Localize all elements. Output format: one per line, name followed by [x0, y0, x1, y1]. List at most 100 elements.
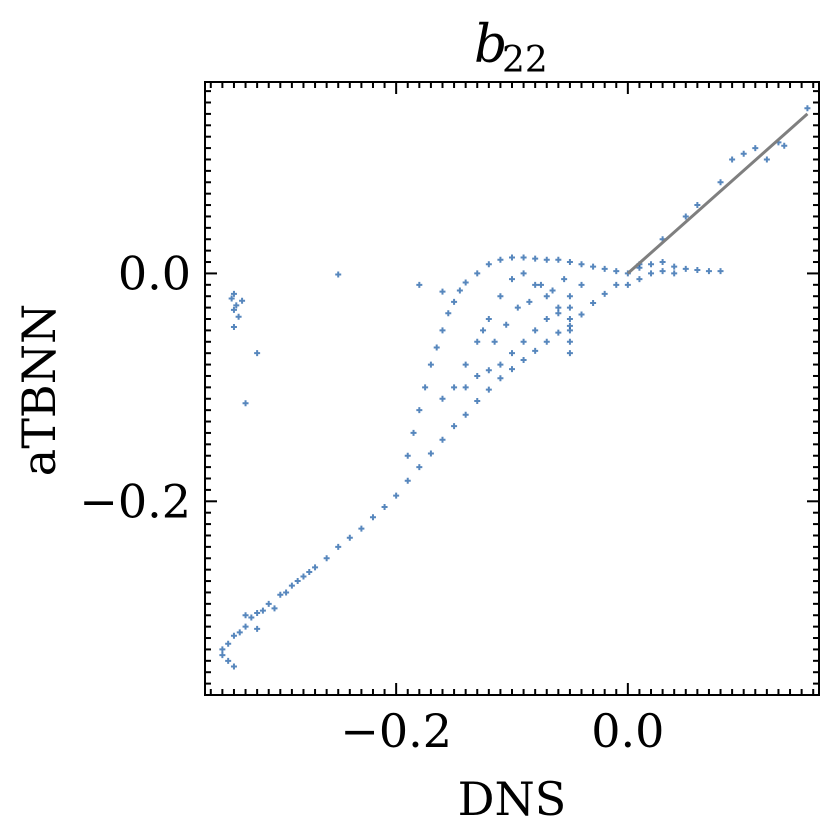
data-point [555, 304, 562, 311]
data-point [705, 268, 712, 275]
data-point [532, 327, 539, 334]
data-point [566, 315, 573, 322]
reference-line [626, 112, 809, 275]
data-point [254, 350, 261, 357]
data-point [242, 400, 249, 407]
data-point [648, 261, 655, 268]
data-point [601, 265, 608, 272]
data-point [763, 156, 770, 163]
data-point [219, 646, 226, 653]
data-point [520, 357, 527, 364]
data-point [451, 423, 458, 430]
data-point [671, 270, 678, 277]
data-point [404, 477, 411, 484]
data-point [300, 573, 307, 580]
x-tick-label: −0.2 [340, 704, 452, 758]
plot-frame [204, 81, 820, 696]
data-point [288, 582, 295, 589]
data-point [485, 315, 492, 322]
data-point [439, 327, 446, 334]
data-point [416, 407, 423, 414]
data-point [491, 338, 498, 345]
y-tick-label: −0.2 [79, 474, 191, 528]
data-point [219, 652, 226, 659]
data-point [566, 350, 573, 357]
data-point [369, 514, 376, 521]
data-point [474, 372, 481, 379]
data-point [235, 313, 242, 320]
data-point [590, 263, 597, 270]
data-point [532, 347, 539, 354]
x-axis-label: DNS [458, 772, 567, 826]
chart-title: b 22 [474, 15, 548, 81]
data-point [497, 293, 504, 300]
data-point [526, 298, 533, 305]
data-point [230, 306, 237, 313]
data-point [578, 311, 585, 318]
data-point [277, 591, 284, 598]
data-point [462, 384, 469, 391]
data-point [462, 361, 469, 368]
data-point [613, 268, 620, 275]
data-point [474, 338, 481, 345]
data-point [549, 287, 556, 294]
data-point [422, 384, 429, 391]
data-point [601, 290, 608, 297]
data-point [228, 295, 235, 302]
data-point [636, 264, 643, 271]
data-point [439, 288, 446, 295]
data-point [283, 589, 290, 596]
data-point [682, 213, 689, 220]
data-point [462, 279, 469, 286]
data-point [752, 145, 759, 152]
data-point [236, 629, 243, 636]
y-tick-label: 0.0 [118, 246, 191, 300]
data-point [648, 270, 655, 277]
data-point [717, 268, 724, 275]
data-point [230, 632, 237, 639]
data-point [439, 395, 446, 402]
data-point [659, 268, 666, 275]
data-point [566, 293, 573, 300]
axis-ticks: −0.2 0.0 −0.2 0.0 [79, 82, 819, 758]
data-point [555, 256, 562, 263]
data-point [497, 361, 504, 368]
data-point [543, 256, 550, 263]
data-point [230, 290, 237, 297]
data-point [259, 607, 266, 614]
data-point [624, 281, 631, 288]
data-point [497, 375, 504, 382]
data-point [427, 450, 434, 457]
data-point [781, 142, 788, 149]
data-point [393, 492, 400, 499]
data-point [566, 338, 573, 345]
data-point [312, 564, 319, 571]
data-point [740, 150, 747, 157]
data-point [248, 614, 255, 621]
data-point [729, 156, 736, 163]
data-point [230, 663, 237, 670]
data-point [346, 534, 353, 541]
data-point [323, 555, 330, 562]
data-point [225, 657, 232, 664]
data-point [509, 276, 515, 283]
data-point [659, 259, 666, 266]
data-point [404, 452, 411, 459]
data-point [451, 384, 458, 391]
data-point [566, 259, 573, 266]
data-point [416, 464, 423, 471]
data-point [543, 293, 550, 300]
data-point [462, 411, 469, 418]
data-point [566, 304, 573, 311]
data-point [485, 386, 492, 393]
data-point [532, 281, 539, 288]
data-point [509, 350, 515, 357]
data-point [335, 543, 342, 550]
data-point [520, 270, 527, 277]
data-point [485, 367, 492, 374]
chart-title-main: b [474, 15, 507, 75]
data-point [537, 281, 544, 288]
data-point [381, 503, 388, 510]
data-point [532, 255, 539, 262]
